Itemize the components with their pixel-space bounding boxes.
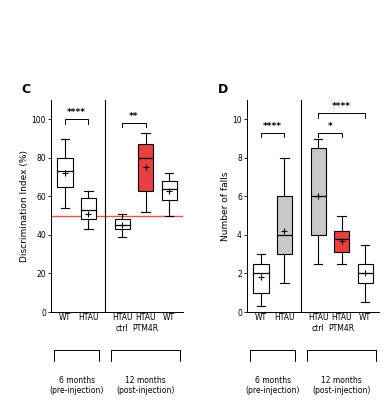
- Text: C: C: [22, 83, 31, 96]
- Text: 12 months
(post-injection): 12 months (post-injection): [312, 376, 371, 395]
- Y-axis label: Discrimination Index (%): Discrimination Index (%): [20, 150, 29, 262]
- Bar: [115, 220, 130, 229]
- Bar: [57, 158, 72, 187]
- Text: 6 months
(pre-injection): 6 months (pre-injection): [50, 376, 104, 395]
- Bar: [81, 198, 96, 220]
- Text: ****: ****: [332, 102, 351, 111]
- Bar: [310, 148, 326, 235]
- Text: D: D: [218, 83, 228, 96]
- Bar: [161, 181, 177, 200]
- Bar: [277, 196, 292, 254]
- Text: **: **: [129, 112, 138, 121]
- Bar: [358, 264, 373, 283]
- Y-axis label: Number of falls: Number of falls: [221, 171, 230, 241]
- Bar: [253, 264, 269, 293]
- Bar: [334, 231, 349, 252]
- Text: *: *: [328, 122, 332, 131]
- Bar: [138, 144, 153, 190]
- Text: 12 months
(post-injection): 12 months (post-injection): [117, 376, 175, 395]
- Text: ****: ****: [67, 108, 86, 117]
- Text: 6 months
(pre-injection): 6 months (pre-injection): [246, 376, 300, 395]
- Text: ****: ****: [263, 122, 282, 131]
